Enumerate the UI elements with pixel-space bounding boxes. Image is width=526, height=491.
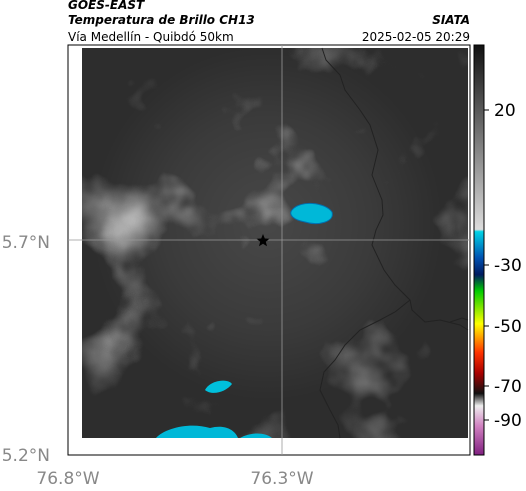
- lat-label: 5.2°N: [2, 446, 50, 466]
- timestamp: 2025-02-05 20:29: [362, 30, 470, 44]
- lon-label: 76.3°W: [250, 469, 313, 489]
- satellite-title: GOES-EAST: [68, 0, 145, 12]
- colorbar-label: -70: [494, 377, 522, 397]
- colorbar: [473, 44, 489, 456]
- product-title: Temperatura de Brillo CH13: [68, 13, 255, 27]
- source: SIATA: [432, 13, 470, 27]
- map-area: [67, 44, 471, 456]
- colorbar-label: -30: [494, 256, 522, 276]
- lat-label: 5.7°N: [2, 233, 50, 253]
- colorbar-label: 20: [494, 101, 516, 121]
- colorbar-label: -50: [494, 317, 522, 337]
- colorbar-label: -90: [494, 411, 522, 431]
- lon-label: 76.8°W: [36, 469, 99, 489]
- region: Vía Medellín - Quibdó 50km: [68, 30, 234, 44]
